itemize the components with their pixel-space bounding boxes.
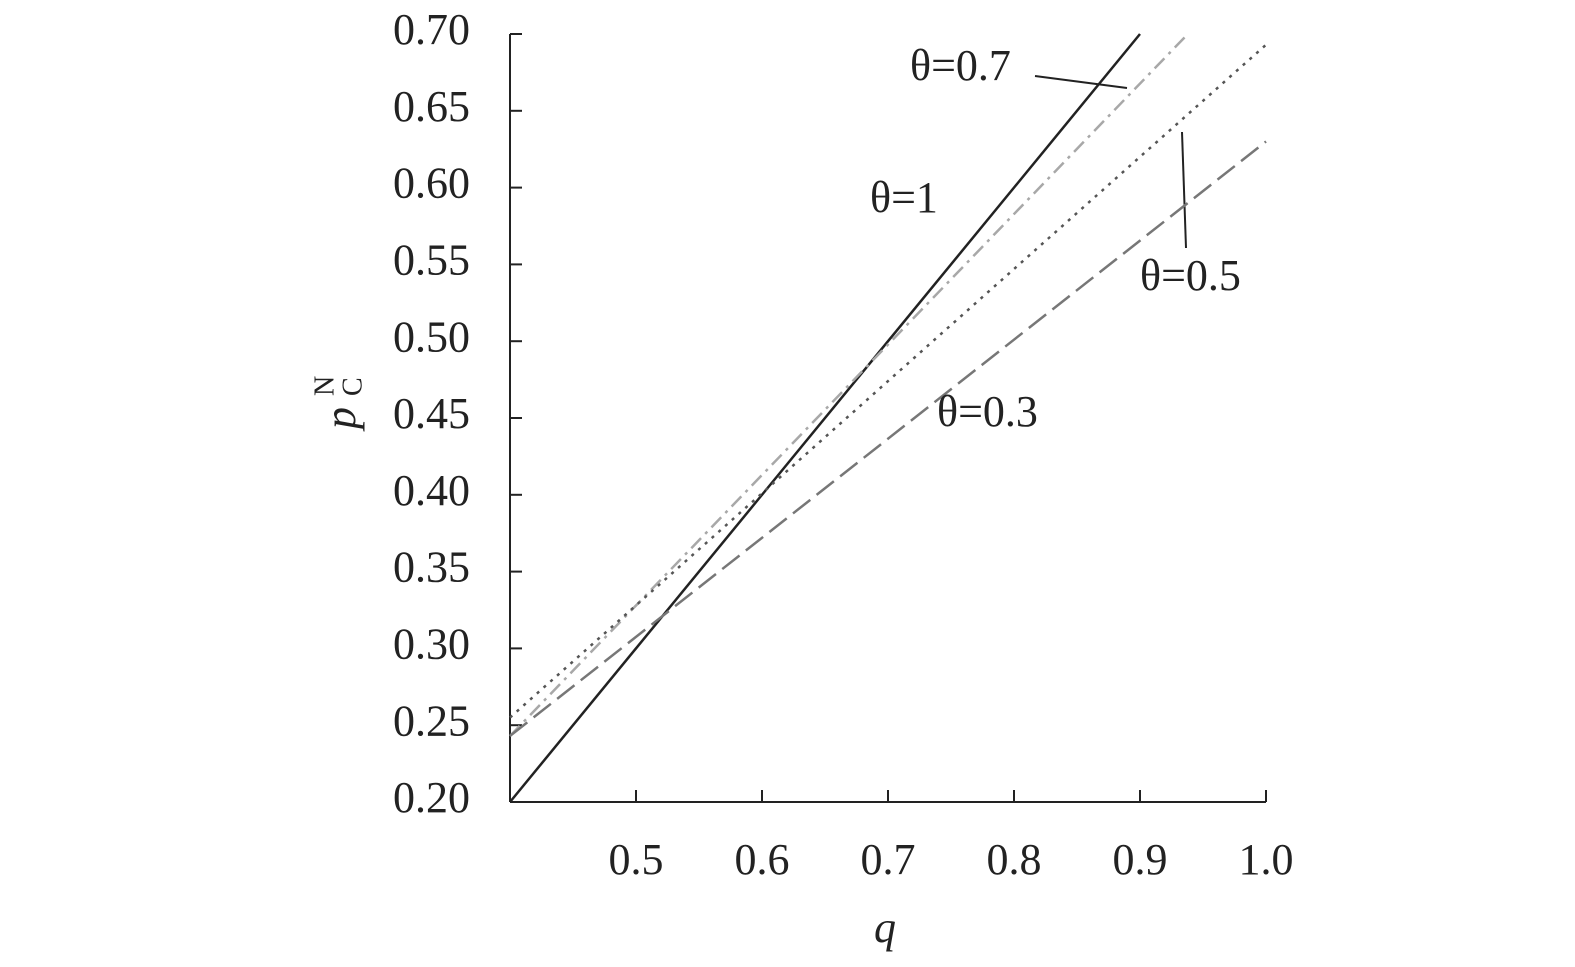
- y-axis-label-group: p N C: [309, 376, 368, 432]
- line: [509, 33, 1189, 737]
- line: [509, 33, 1141, 803]
- line-label: θ=0.5: [1140, 251, 1241, 300]
- y-tick-label: 0.50: [393, 312, 470, 361]
- y-tick-label: 0.25: [393, 696, 470, 745]
- line: [509, 140, 1267, 737]
- y-tick-label: 0.20: [393, 773, 470, 822]
- y-axis-label-sub: C: [337, 377, 368, 396]
- line-label: θ=0.3: [937, 387, 1038, 436]
- y-tick-label: 0.60: [393, 159, 470, 208]
- y-tick-label: 0.45: [393, 389, 470, 438]
- line: [509, 43, 1267, 719]
- y-axis-label: p: [316, 407, 365, 432]
- y-tick-label: 0.35: [393, 543, 470, 592]
- leader-line: [1034, 75, 1128, 89]
- y-axis-label-sup: N: [309, 376, 340, 396]
- y-tick-label: 0.55: [393, 235, 470, 284]
- x-tick-label: 0.7: [861, 835, 916, 884]
- y-tick-label: 0.70: [393, 5, 470, 54]
- y-tick-label: 0.65: [393, 82, 470, 131]
- y-tick-label: 0.30: [393, 619, 470, 668]
- line-label: θ=1: [870, 173, 938, 222]
- line-label: θ=0.7: [910, 41, 1011, 90]
- x-tick-label: 0.8: [987, 835, 1042, 884]
- x-tick-label: 0.6: [735, 835, 790, 884]
- leader-line: [1181, 131, 1187, 249]
- x-tick-label: 0.5: [609, 835, 664, 884]
- x-tick-label: 0.9: [1113, 835, 1168, 884]
- x-tick-label: 1.0: [1239, 835, 1294, 884]
- x-axis-label: q: [874, 903, 896, 952]
- y-tick-label: 0.40: [393, 466, 470, 515]
